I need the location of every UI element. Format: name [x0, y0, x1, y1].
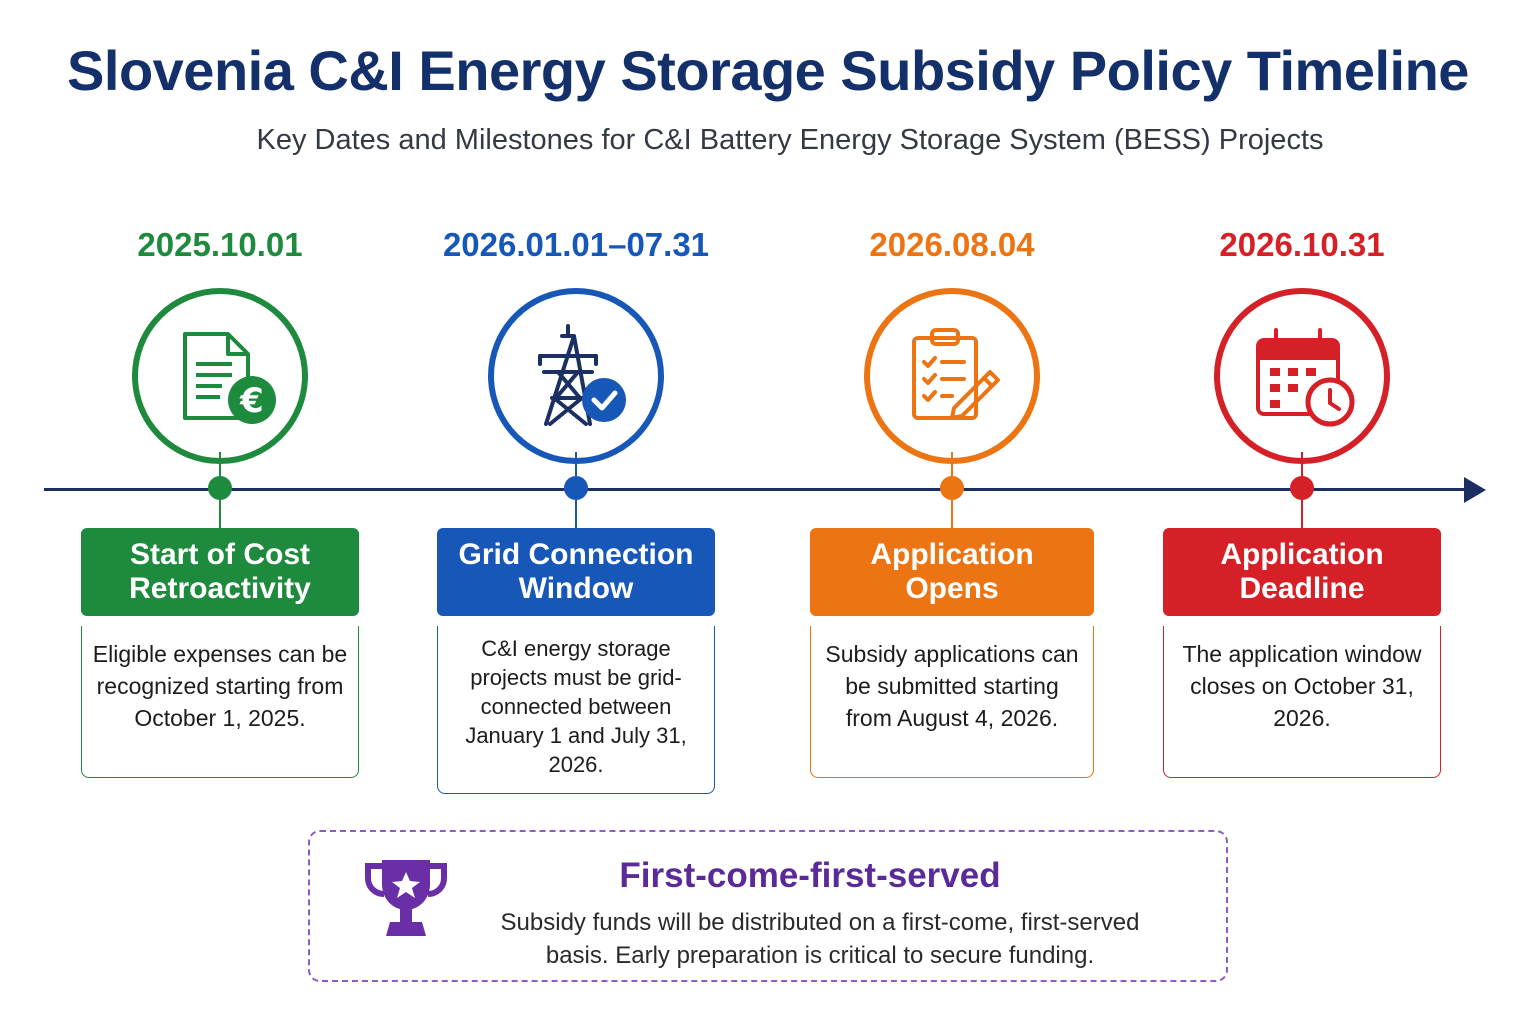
milestone-dot [564, 476, 588, 500]
milestone-icon-circle [864, 288, 1040, 464]
milestone-heading: Application Deadline [1163, 528, 1441, 616]
page-subtitle: Key Dates and Milestones for C&I Battery… [256, 124, 1324, 156]
milestone-description: Subsidy applications can be submitted st… [810, 626, 1094, 778]
milestone-icon-circle: € [132, 288, 308, 464]
svg-text:€: € [239, 381, 264, 421]
milestone-date: 2026.08.04 [869, 226, 1035, 263]
milestone-date: 2025.10.01 [137, 226, 303, 263]
first-come-callout: First-come-first-served Subsidy funds wi… [308, 830, 1228, 982]
timeline-arrow-icon [1464, 477, 1486, 503]
page-title: Slovenia C&I Energy Storage Subsidy Poli… [67, 39, 1469, 102]
milestone-dot [940, 476, 964, 500]
milestone-description: The application window closes on October… [1163, 626, 1441, 778]
milestone-description: C&I energy storage projects must be grid… [437, 626, 715, 794]
milestone-heading: Application Opens [810, 528, 1094, 616]
document-euro-icon: € [183, 332, 276, 424]
power-tower-check-icon [538, 324, 626, 426]
milestone-heading: Start of Cost Retroactivity [81, 528, 359, 616]
milestone-description: Eligible expenses can be recognized star… [81, 626, 359, 778]
milestone-dot [208, 476, 232, 500]
milestone-icon-circle [1214, 288, 1390, 464]
calendar-clock-icon [1256, 328, 1355, 427]
milestone-heading: Grid Connection Window [437, 528, 715, 616]
milestone-dot [1290, 476, 1314, 500]
milestone-date: 2026.10.31 [1219, 226, 1385, 263]
milestone-date: 2026.01.01–07.31 [442, 226, 710, 263]
milestone-icon-circle [488, 288, 664, 464]
trophy-star-icon [365, 860, 447, 936]
callout-title: First-come-first-served [619, 856, 1001, 895]
timeline-axis [44, 488, 1470, 491]
clipboard-pencil-icon [912, 328, 1000, 420]
callout-text: Subsidy funds will be distributed on a f… [500, 909, 1140, 969]
